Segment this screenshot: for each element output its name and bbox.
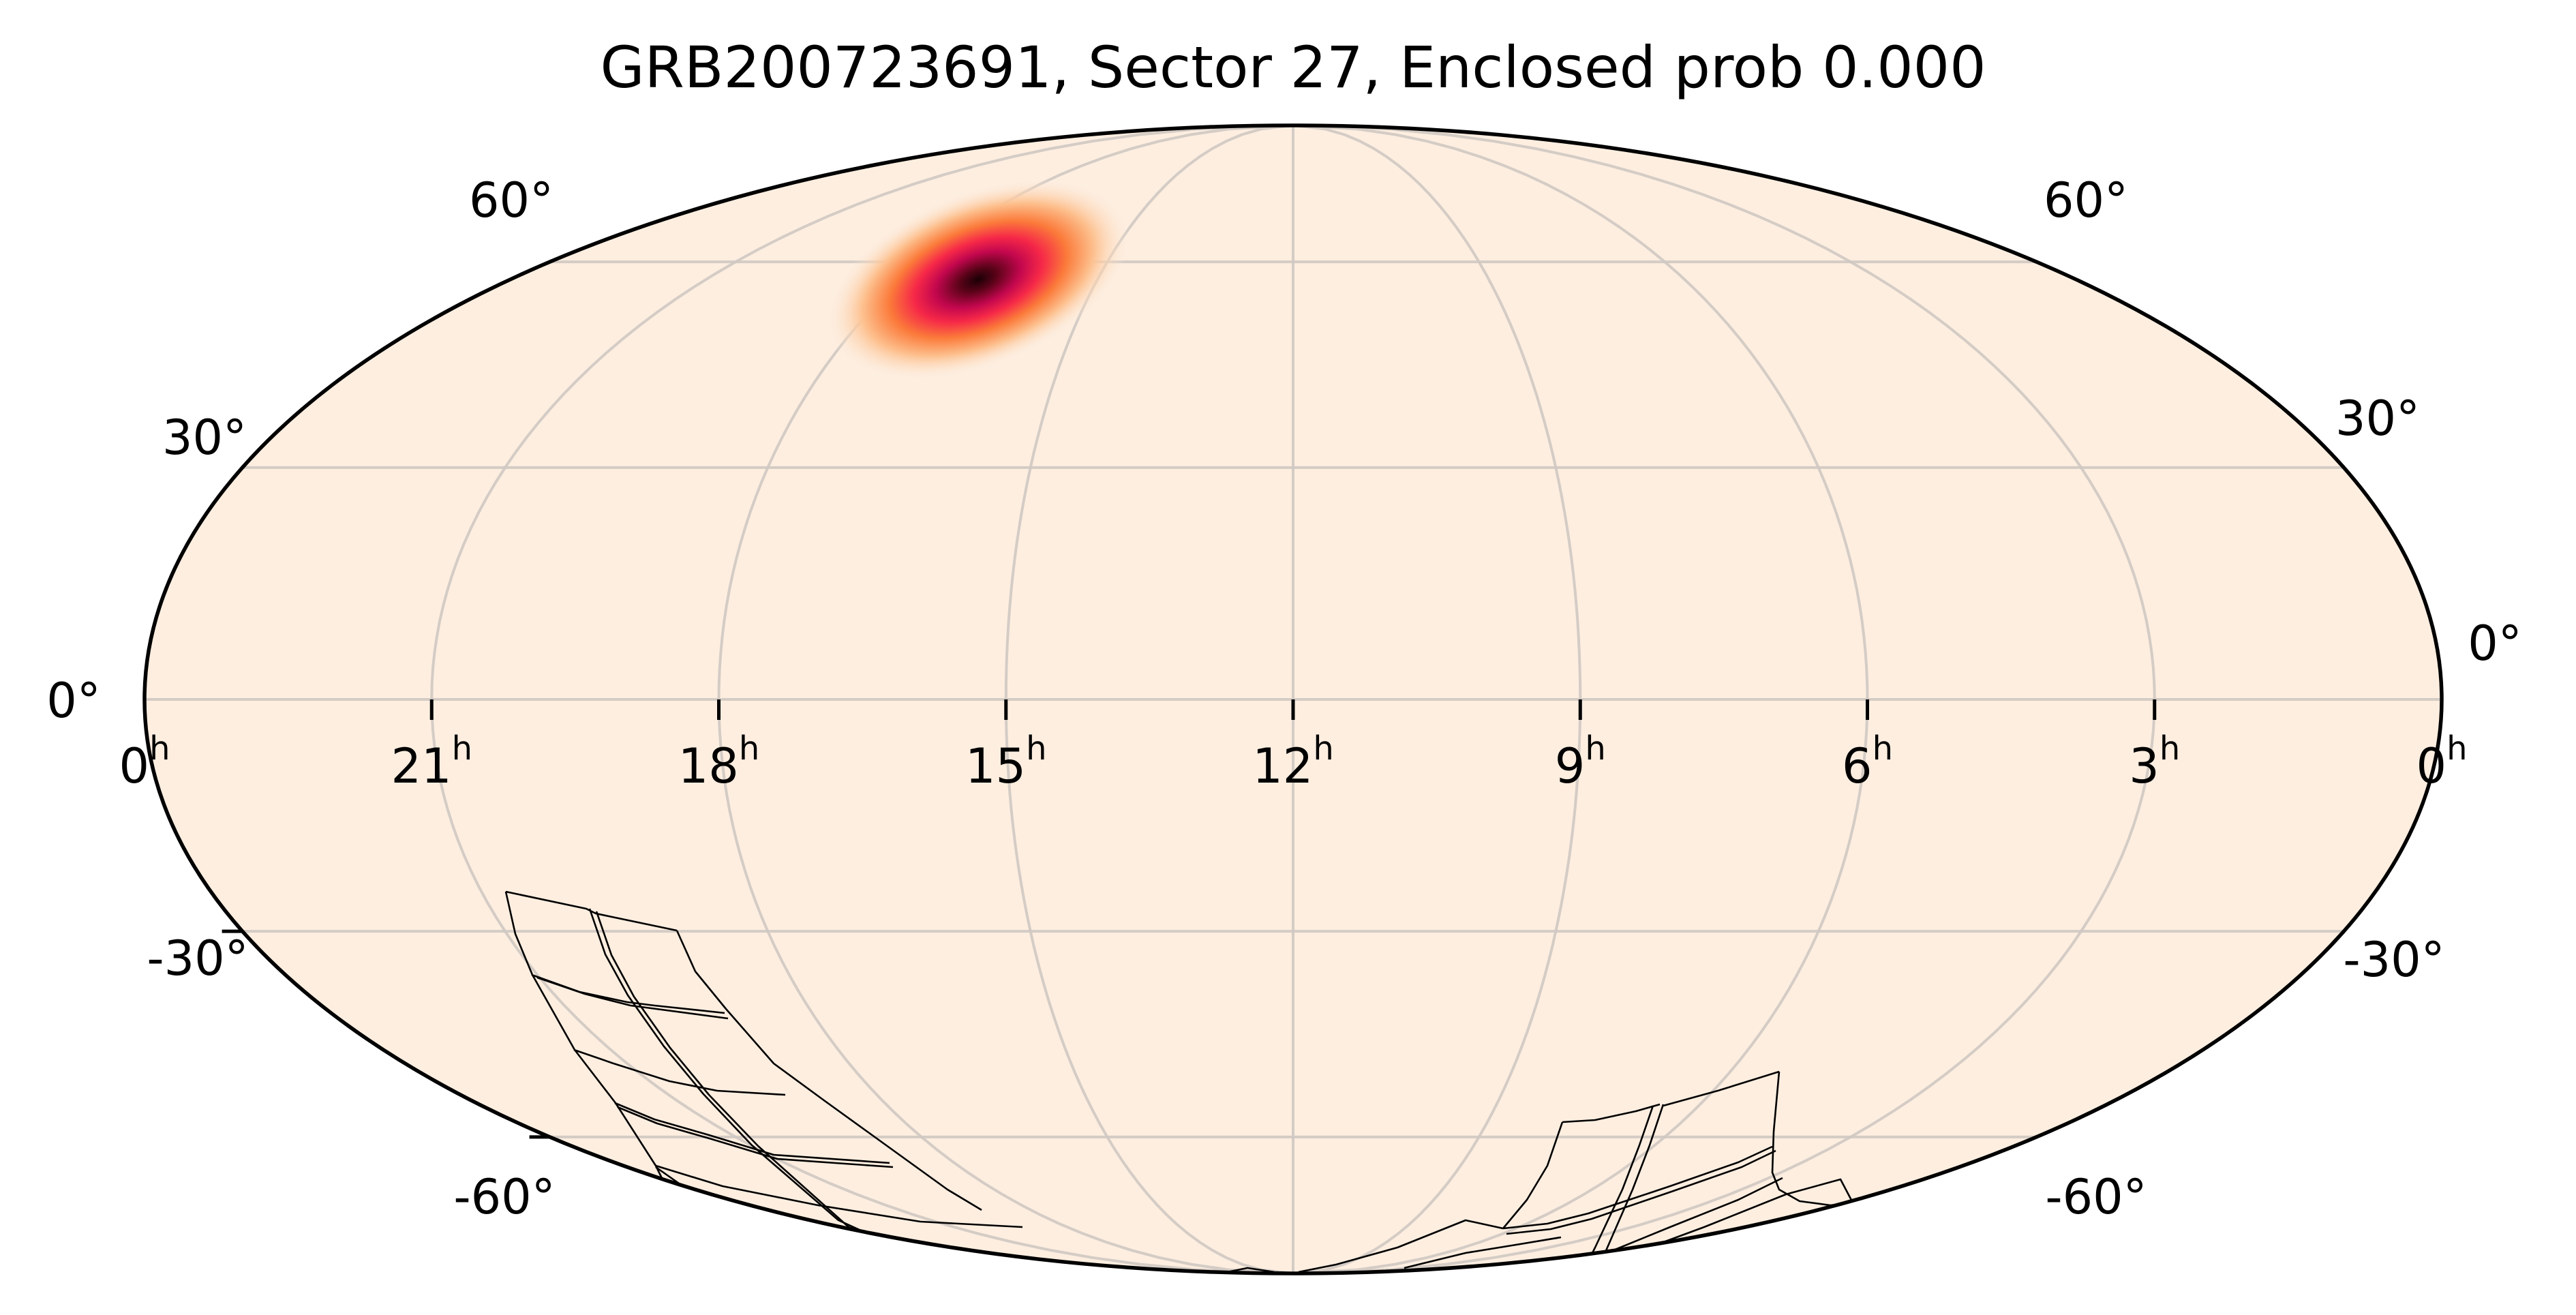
ra-label: 3h [2129,729,2180,794]
dec-label-left: 0° [46,673,101,729]
dec-label-right: 0° [2468,616,2522,671]
probability-hotspot [825,179,1131,380]
ccd-footprint-edge [1597,1104,1665,1273]
ccd-footprint-edge [1298,1219,1504,1273]
ccd-footprint-edge [1502,1145,1773,1230]
ra-label: 9h [1555,729,1606,794]
ccd-footprint-edge [536,976,729,1020]
dec-label-left: -30° [147,931,248,986]
ccd-footprint-edge [1615,1178,1855,1261]
axis-ticks [222,699,2157,1139]
ccd-footprint-edge [595,911,911,1250]
ccd-footprint-edge [1594,1177,1783,1259]
ra-label: 12h [1252,729,1334,794]
ccd-footprint-edge [1584,1105,1654,1273]
ccd-footprint-edge [1562,1103,1661,1123]
dec-tick-labels: 60° 30° 0° -30° -60° 60° 30° 0° -30° -60° [46,172,2522,1225]
ccd-footprint-edge [655,1164,1023,1228]
ccd-footprint-edge [1663,1070,1780,1107]
ccd-footprint-edge [676,930,982,1211]
chart-title: GRB200723691, Sector 27, Enclosed prob 0… [600,34,1986,101]
ccd-footprint-edge [614,1102,890,1164]
dec-label-right: -60° [2045,1169,2147,1225]
ccd-footprint-edge [1404,1236,1562,1269]
ra-label: 15h [965,729,1047,794]
ra-label: 18h [678,729,760,794]
tess-footprints [504,890,1909,1273]
sky-frame [142,123,2444,1275]
dec-label-left: 30° [162,410,247,466]
ra-label: 0h [119,729,170,794]
ccd-footprint-edge [573,1048,786,1096]
dec-label-left: 60° [469,172,554,228]
dec-label-left: -60° [453,1169,555,1225]
ccd-footprint-edge [1502,1121,1564,1229]
ccd-footprint-edge [617,1106,894,1168]
ccd-footprint-edge [588,908,899,1249]
dec-label-right: -30° [2343,932,2444,988]
ra-label: 0h [2416,729,2468,794]
ra-tick-labels: 0h 21h 18h 15h 12h 9h 6h 3h 0h [119,729,2468,794]
ra-label: 6h [1842,729,1893,794]
ccd-footprint-edge [1506,1149,1776,1235]
ra-label: 21h [391,729,473,794]
dec-label-right: 30° [2335,391,2420,447]
dec-label-right: 60° [2044,172,2128,228]
